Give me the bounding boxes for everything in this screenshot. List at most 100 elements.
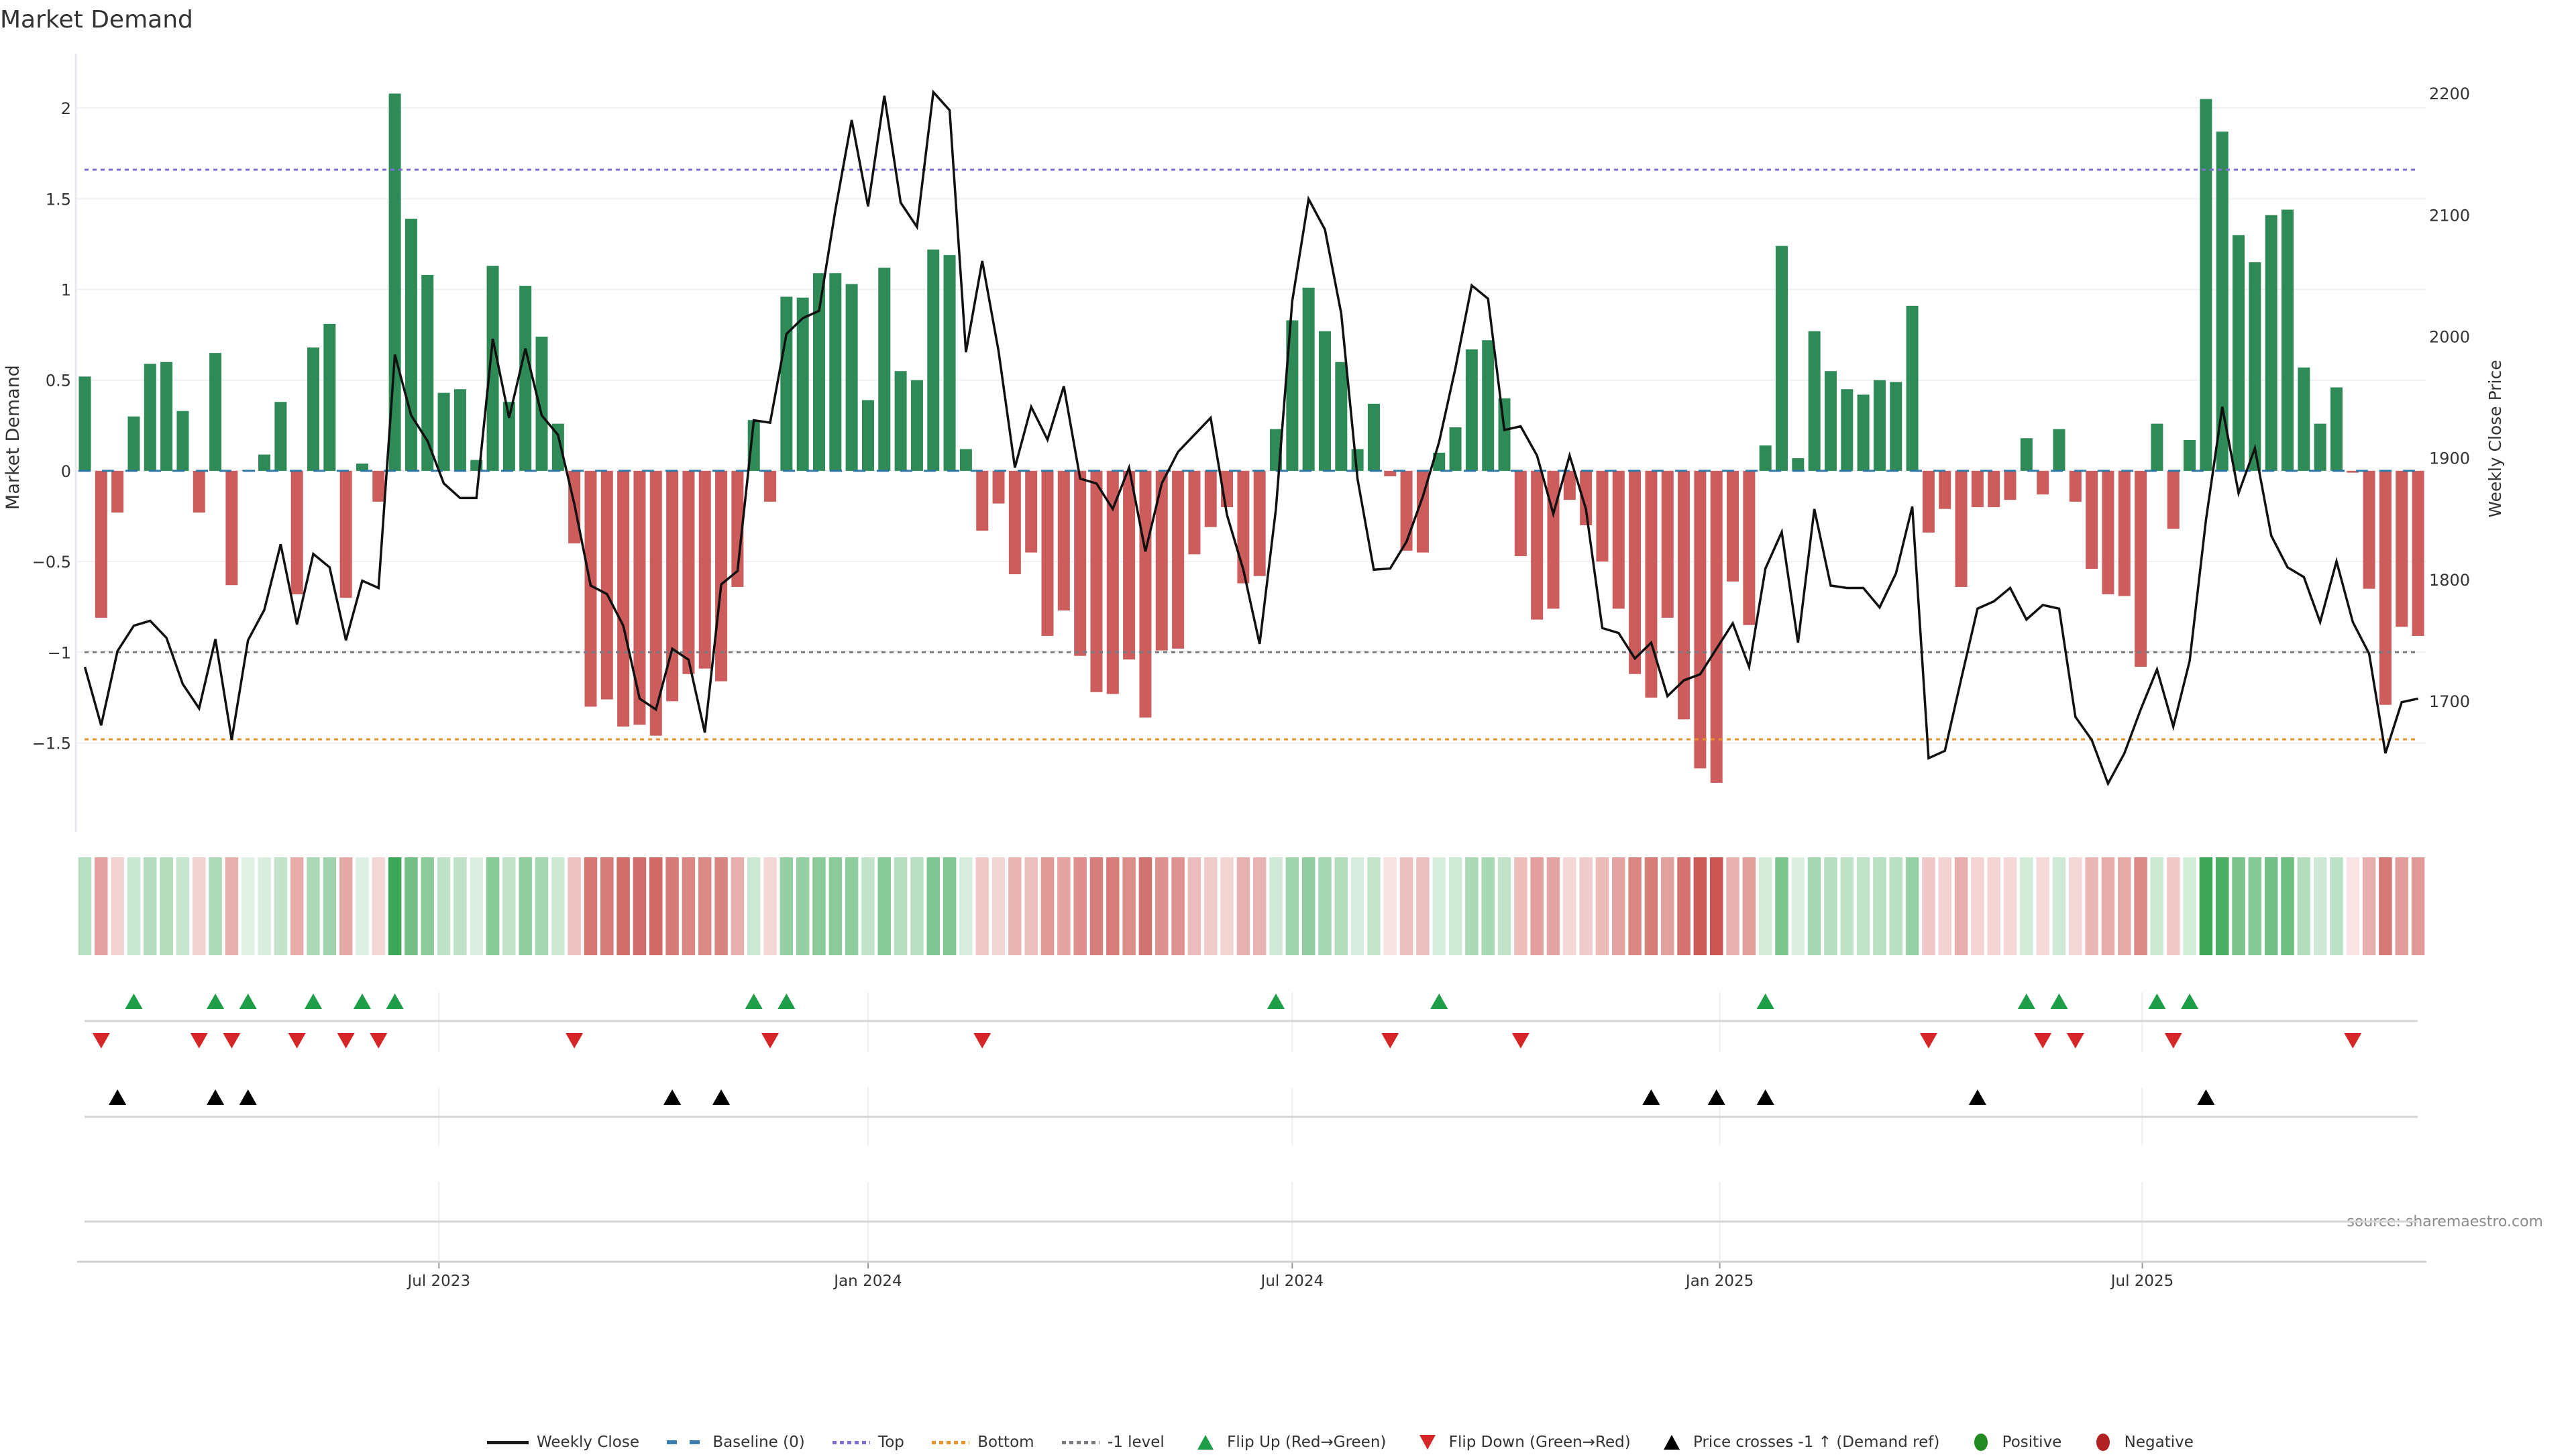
legend-item-top[interactable]: Top	[833, 1434, 904, 1451]
legend-label: Flip Up (Red→Green)	[1227, 1434, 1387, 1451]
demand-bar	[861, 400, 874, 471]
flip-up-marker	[1267, 993, 1285, 1009]
axes: 2 1.5 1 0.5 0 −0.5 −1 −1.5 2200 2100 2000 1900 1800 1…	[32, 54, 2470, 1290]
heatmap-cell	[2297, 857, 2311, 955]
heatmap-cell	[2281, 857, 2294, 955]
demand-bar	[1776, 246, 1788, 471]
demand-bar	[1074, 470, 1087, 656]
heatmap-cell	[877, 857, 892, 955]
heatmap-cell	[1416, 857, 1430, 955]
flip-up-marker	[1430, 993, 1448, 1009]
demand-bar	[2069, 470, 2082, 502]
demand-bar	[1580, 470, 1593, 526]
price-line-group	[83, 89, 2418, 787]
y-tick-label: −0.5	[32, 553, 71, 572]
heatmap-cell	[2346, 857, 2360, 955]
heatmap-cell	[2150, 857, 2164, 955]
heatmap-cell	[1660, 857, 1674, 955]
demand-bar	[1596, 470, 1609, 562]
demand-bar	[2167, 470, 2180, 529]
heatmap-cell	[1367, 857, 1381, 955]
heatmap-cell	[1269, 857, 1283, 955]
legend-item-weekly-close[interactable]: Weekly Close	[487, 1434, 639, 1451]
heatmap-cell	[1318, 857, 1332, 955]
heatmap-cell	[975, 857, 989, 955]
demand-bar	[845, 284, 858, 471]
heatmap-cell	[1546, 857, 1560, 955]
demand-bar	[144, 364, 156, 471]
heatmap-cell	[2134, 857, 2147, 955]
demand-bar	[617, 470, 630, 727]
heatmap-cell	[1709, 857, 1723, 955]
price-cross-marker	[2197, 1089, 2215, 1105]
triangle-down-icon	[1419, 1435, 1436, 1450]
flip-up-marker	[2017, 993, 2035, 1009]
demand-bar	[910, 380, 923, 471]
heatmap-cell	[1514, 857, 1527, 955]
y-tick-label: 0.5	[46, 372, 71, 390]
heatmap-cell	[861, 857, 875, 955]
demand-bar	[1661, 470, 1674, 618]
legend-item-bottom[interactable]: Bottom	[932, 1434, 1034, 1451]
demand-bar	[2396, 470, 2408, 627]
demand-bar	[1172, 470, 1185, 649]
heatmap-cell	[2003, 857, 2017, 955]
flip-down-marker	[1381, 1033, 1399, 1048]
demand-bar	[2265, 215, 2277, 471]
heatmap-cell	[1171, 857, 1185, 955]
flip-up-marker	[207, 993, 225, 1009]
legend-label: Baseline (0)	[712, 1434, 805, 1451]
flip-down-marker	[370, 1033, 388, 1048]
heatmap-cell	[943, 857, 957, 955]
demand-bar	[2330, 387, 2343, 471]
legend-item-minus1-level[interactable]: -1 level	[1061, 1434, 1165, 1451]
heatmap-cell	[356, 857, 369, 955]
heatmap-cell	[1807, 857, 1821, 955]
heatmap-cell	[437, 857, 451, 955]
heatmap-cell	[388, 857, 402, 955]
demand-bar	[2135, 470, 2147, 667]
demand-bar	[78, 376, 91, 471]
flip-up-marker	[305, 993, 323, 1009]
heatmap-cell	[731, 857, 745, 955]
heatmap-cell	[1856, 857, 1870, 955]
dotted-line-icon	[932, 1440, 970, 1444]
heatmap-cell	[1563, 857, 1576, 955]
legend-item-flip-up[interactable]: Flip Up (Red→Green)	[1192, 1434, 1386, 1451]
demand-bar	[1955, 470, 1968, 587]
demand-bar	[1253, 470, 1266, 576]
legend-item-negative[interactable]: Negative	[2090, 1434, 2194, 1451]
legend-item-flip-down[interactable]: Flip Down (Green→Red)	[1414, 1434, 1631, 1451]
heatmap-cell	[1497, 857, 1511, 955]
legend-item-price-cross[interactable]: Price crosses -1 ↑ (Demand ref)	[1658, 1434, 1939, 1451]
heatmap-cell	[991, 857, 1006, 955]
demand-bar	[2086, 470, 2098, 569]
heatmap-cell	[2362, 857, 2376, 955]
heatmap-cell	[1971, 857, 1984, 955]
heatmap-cell	[274, 857, 288, 955]
legend-item-positive[interactable]: Positive	[1968, 1434, 2061, 1451]
y-tick-label: −1	[48, 643, 71, 662]
x-tick-label: Jan 2024	[833, 1273, 902, 1290]
heatmap-cell	[225, 857, 239, 955]
y-tick-label: 2	[61, 99, 71, 118]
heatmap-cell	[682, 857, 696, 955]
demand-bar	[894, 371, 907, 471]
legend-item-baseline[interactable]: Baseline (0)	[667, 1434, 805, 1451]
heatmap-cell	[763, 857, 777, 955]
heatmap-cell	[1203, 857, 1218, 955]
heatmap-cell	[519, 857, 532, 955]
x-tick-label: Jul 2024	[1260, 1273, 1324, 1290]
demand-bar	[1857, 394, 1870, 471]
demand-bar	[258, 454, 271, 471]
demand-bar	[698, 470, 711, 669]
legend-label: Price crosses -1 ↑ (Demand ref)	[1693, 1434, 1940, 1451]
demand-bar	[421, 274, 434, 471]
x-tick-label: Jul 2025	[2110, 1273, 2174, 1290]
heatmap-cell	[1840, 857, 1854, 955]
demand-bar	[1645, 470, 1658, 698]
demand-bar	[633, 470, 646, 725]
heatmap-cell	[1775, 857, 1788, 955]
heatmap-cell	[714, 857, 728, 955]
heatmap-cell	[1481, 857, 1495, 955]
